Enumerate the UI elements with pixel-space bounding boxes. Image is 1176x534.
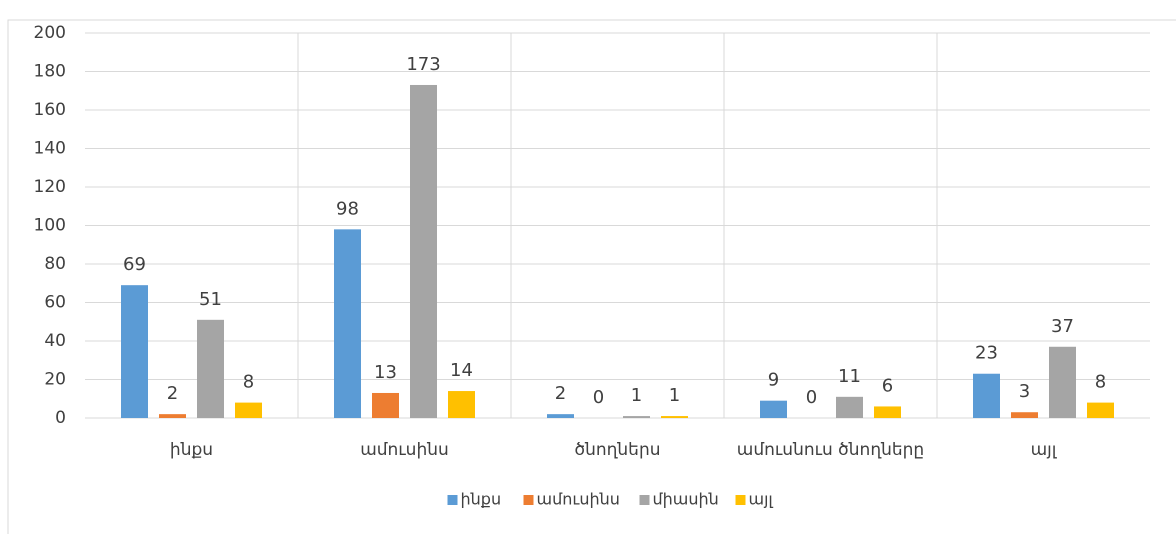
data-label: 13 (374, 362, 397, 383)
legend-label: միասին (653, 490, 719, 509)
x-tick-label: այլ (1031, 440, 1058, 460)
x-tick-label: ծնողներս (574, 440, 660, 460)
bar (661, 416, 688, 418)
x-tick-label: ամուսնուս ծնողները (737, 440, 924, 460)
legend-swatch (523, 495, 534, 505)
legend-label: ինքս (461, 490, 502, 509)
bar (410, 84, 437, 418)
y-tick-label: 160 (34, 100, 66, 120)
x-tick-label: ինքս (170, 440, 213, 460)
bar (973, 373, 1000, 418)
bar (623, 416, 650, 418)
legend-swatch (735, 495, 746, 505)
legend-swatch (639, 495, 650, 505)
y-tick-label: 40 (44, 331, 66, 351)
data-label: 11 (838, 366, 861, 387)
bar (1087, 402, 1114, 418)
data-label: 69 (123, 254, 146, 275)
chart-border (7, 19, 1176, 534)
bar (159, 414, 186, 418)
bar (197, 319, 224, 418)
bar (448, 391, 475, 418)
data-label: 98 (336, 198, 359, 219)
data-label: 0 (806, 387, 817, 408)
bar (760, 400, 787, 418)
data-label: 2 (167, 383, 178, 404)
y-tick-label: 120 (34, 177, 66, 197)
data-label: 1 (631, 385, 642, 406)
data-label: 3 (1019, 381, 1030, 402)
y-tick-label: 20 (44, 370, 66, 390)
data-label: 8 (1095, 372, 1106, 393)
data-label: 14 (450, 360, 473, 381)
bar (372, 392, 399, 418)
data-label: 0 (593, 387, 604, 408)
data-label: 51 (199, 289, 222, 310)
y-tick-label: 100 (34, 216, 66, 236)
data-label: 2 (555, 383, 566, 404)
bar (1049, 346, 1076, 418)
y-tick-label: 60 (44, 293, 66, 313)
data-label: 37 (1051, 316, 1074, 337)
legend-label: ամուսինս (537, 490, 620, 509)
bar (121, 285, 148, 418)
legend-label: այլ (749, 490, 774, 509)
bar (836, 396, 863, 418)
bar (547, 414, 574, 418)
bar (874, 406, 901, 418)
data-label: 8 (243, 372, 254, 393)
data-label: 6 (882, 375, 893, 396)
y-tick-label: 0 (55, 408, 66, 428)
y-tick-label: 140 (34, 139, 66, 159)
x-tick-label: ամուսինս (360, 440, 449, 460)
bar (1011, 412, 1038, 418)
data-label: 9 (768, 370, 779, 391)
data-label: 23 (975, 343, 998, 364)
y-tick-label: 200 (34, 23, 66, 43)
bar (235, 402, 262, 418)
bar (334, 229, 361, 418)
y-tick-label: 80 (44, 254, 66, 274)
data-label: 173 (406, 54, 440, 75)
y-tick-label: 180 (34, 62, 66, 82)
legend-swatch (447, 495, 458, 505)
data-label: 1 (669, 385, 680, 406)
